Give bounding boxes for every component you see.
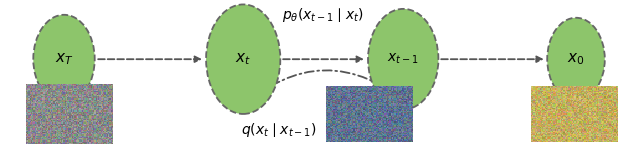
Text: $x_T$: $x_T$ xyxy=(54,51,74,67)
Ellipse shape xyxy=(547,18,605,101)
Ellipse shape xyxy=(368,9,438,110)
Ellipse shape xyxy=(206,4,280,114)
Text: $x_0$: $x_0$ xyxy=(567,51,585,67)
Ellipse shape xyxy=(33,15,95,104)
Text: $p_\theta(x_{t-1} \mid x_t)$: $p_\theta(x_{t-1} \mid x_t)$ xyxy=(282,6,364,24)
Text: $x_t$: $x_t$ xyxy=(236,51,251,67)
Text: $q(x_t \mid x_{t-1})$: $q(x_t \mid x_{t-1})$ xyxy=(241,121,316,139)
Text: $x_{t-1}$: $x_{t-1}$ xyxy=(387,52,419,66)
